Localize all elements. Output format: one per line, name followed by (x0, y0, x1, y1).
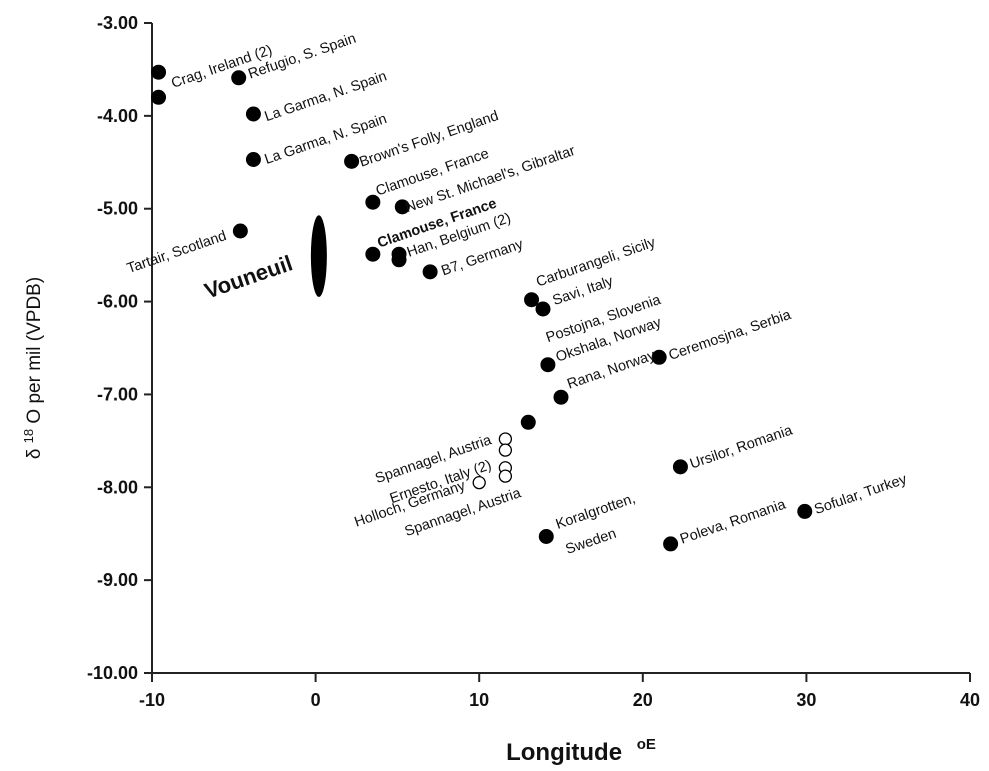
data-point-filled (391, 252, 407, 268)
data-point-filled (535, 301, 551, 317)
point-label: Ursilor, Romania (688, 422, 795, 472)
data-point-filled (365, 194, 381, 210)
y-tick-label: -5.00 (97, 199, 138, 219)
x-tick-label: 20 (633, 690, 653, 710)
data-point-open (498, 443, 513, 457)
y-tick-label: -4.00 (97, 106, 138, 126)
data-point-filled (672, 459, 688, 475)
point-label: Poleva, Romania (678, 496, 788, 547)
data-point-open (498, 432, 513, 446)
data-point-open (472, 475, 486, 490)
data-points (151, 64, 813, 552)
x-tick-label: 40 (960, 690, 980, 710)
data-point-filled (245, 106, 261, 122)
data-point-filled (663, 536, 679, 552)
y-tick-label: -9.00 (97, 570, 138, 590)
x-axis-title-text: Longitude (506, 739, 622, 766)
point-label: Sweden (564, 526, 619, 558)
y-axis-title: δ 18 O per mil (VPDB) (17, 277, 45, 459)
x-axis-title: Longitude oE (506, 736, 656, 766)
data-point-filled (245, 152, 261, 167)
y-axis-title-prefix: δ (24, 449, 45, 460)
data-point-filled (520, 414, 536, 430)
y-tick-label: -6.00 (97, 292, 138, 312)
x-tick-label: 10 (469, 690, 489, 710)
point-label: Ceremosjna, Serbia (667, 307, 794, 364)
data-point-filled (151, 64, 167, 80)
y-axis-title-rest: O per mil (VPDB) (24, 277, 45, 424)
y-tick-label: -3.00 (97, 13, 138, 33)
point-label: Koralgrotten, (554, 491, 638, 533)
point-label: Tartair, Scotland (125, 228, 229, 277)
data-point-filled (540, 357, 556, 373)
data-point-filled (797, 503, 813, 519)
y-tick-label: -7.00 (97, 384, 138, 404)
data-point-filled (422, 264, 438, 280)
y-axis-title-sup: 18 (21, 429, 36, 443)
data-point-filled (394, 199, 410, 215)
data-point-filled (365, 246, 381, 262)
x-tick-label: 0 (311, 690, 321, 710)
data-point-filled (538, 529, 554, 544)
data-point-filled (651, 349, 667, 365)
x-tick-label: -10 (139, 690, 165, 710)
data-point-filled (231, 70, 247, 86)
point-label: Sofular, Turkey (812, 471, 909, 518)
vouneuil-ellipse (310, 215, 327, 297)
axes (151, 23, 970, 674)
x-tick-label: 30 (796, 690, 816, 710)
data-point-filled (151, 89, 167, 105)
x-axis-title-unit: oE (637, 736, 656, 753)
data-point-filled (232, 223, 248, 239)
data-point-open (498, 469, 513, 483)
y-tick-label: -10.00 (87, 663, 138, 683)
data-point-filled (524, 292, 540, 308)
ticks: -3.00 -4.00 -5.00 -6.00 -7.00 -8.00 -9.00 -10.0… (87, 13, 980, 710)
vouneuil-label: Vouneuil (201, 250, 295, 303)
data-point-filled (344, 153, 360, 169)
data-point-filled (553, 389, 569, 405)
y-tick-label: -8.00 (97, 477, 138, 497)
